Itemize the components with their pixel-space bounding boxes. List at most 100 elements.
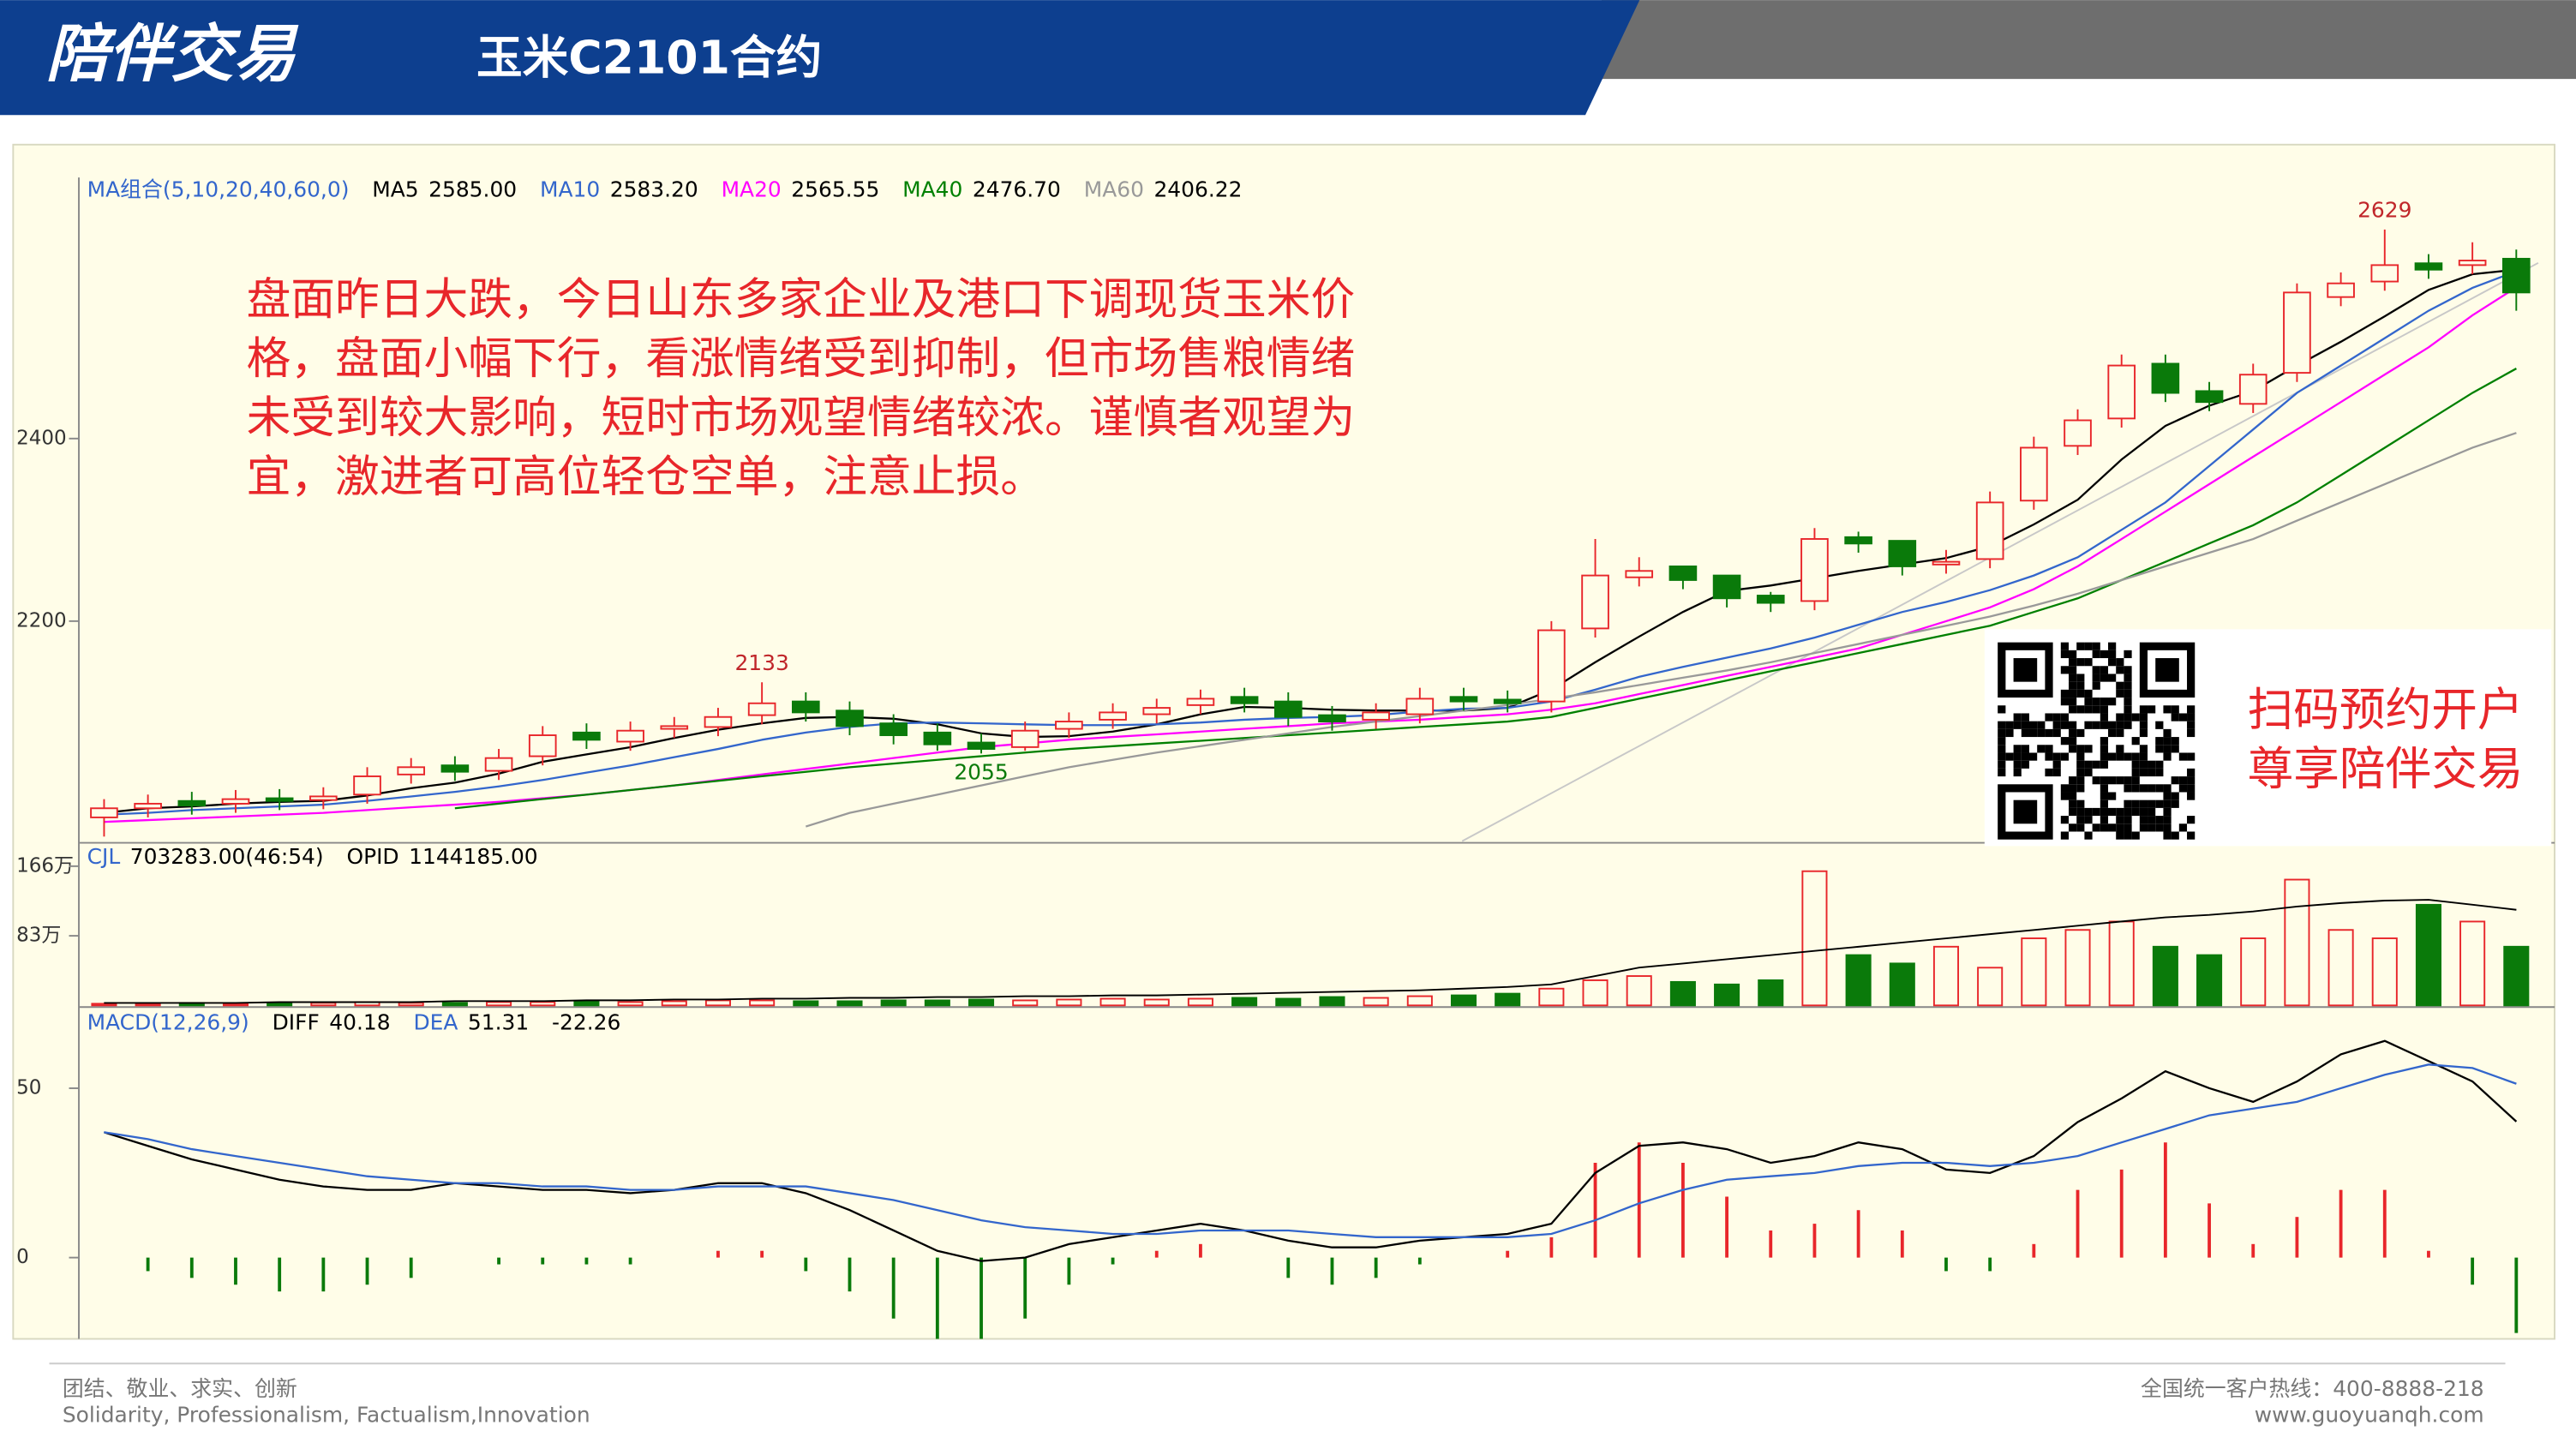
volume-bar [661, 1000, 687, 1007]
volume-bar [486, 1001, 512, 1007]
price-annotation: 2133 [734, 650, 788, 675]
volume-bar [573, 1000, 600, 1007]
qr-module [2100, 745, 2109, 753]
qr-module [2013, 721, 2022, 729]
candle-body [1668, 565, 1698, 581]
qr-module [2084, 768, 2093, 777]
commentary-line: 盘面昨日大跌，今日山东多家企业及港口下调现货玉米价 [247, 274, 1356, 326]
qr-module [2139, 760, 2148, 769]
qr-module [2092, 642, 2100, 650]
candle-body [923, 731, 952, 745]
candle-body [2064, 419, 2092, 447]
volume-bar [1363, 997, 1389, 1007]
qr-module [2171, 776, 2179, 785]
qr-module [2005, 721, 2014, 729]
header-band [0, 0, 1640, 116]
ma-line [454, 368, 2517, 810]
qr-module [2052, 760, 2061, 769]
qr-module [2116, 823, 2124, 832]
macd-line [104, 1039, 2518, 1262]
qr-module [2069, 823, 2077, 832]
legend-value: 51.31 [468, 1009, 529, 1034]
legend-value: 1144185.00 [409, 844, 538, 869]
qr-module [2037, 721, 2046, 729]
volume-bar [1582, 979, 1609, 1007]
qr-module [2187, 768, 2196, 777]
qr-module [2116, 728, 2124, 738]
candle-body [1800, 538, 1829, 602]
qr-module [2013, 768, 2022, 777]
qr-module [2116, 721, 2124, 729]
qr-module [2100, 799, 2109, 808]
qr-module [2100, 650, 2109, 659]
qr-module [2131, 784, 2140, 793]
qr-module [2060, 792, 2070, 800]
qr-module [2021, 721, 2029, 729]
qr-module [2069, 728, 2077, 738]
qr-module [2131, 737, 2140, 745]
qr-module [2060, 689, 2070, 698]
qr-module [2148, 816, 2156, 824]
qr-module [2139, 705, 2148, 714]
qr-module [2100, 737, 2109, 745]
qr-module [2163, 745, 2172, 753]
volume-bar [1758, 979, 1784, 1007]
qr-module [2028, 721, 2038, 729]
qr-module [2187, 831, 2196, 840]
qr-module [2124, 807, 2132, 817]
qr-module [2116, 776, 2124, 785]
candle-body [1449, 696, 1478, 703]
qr-module [2178, 776, 2188, 785]
footer-motto: 团结、敬业、求实、创新 [63, 1376, 297, 1401]
candle-body [1493, 698, 1522, 704]
candle-body [397, 766, 426, 775]
legend-name: DEA [413, 1009, 458, 1034]
qr-module [2013, 760, 2022, 769]
qr-module [2124, 689, 2132, 698]
qr-module [2116, 713, 2124, 722]
qr-module [2045, 713, 2053, 722]
qr-module [2084, 658, 2093, 667]
legend-name: MA20 [722, 177, 782, 201]
volume-bar [880, 999, 907, 1007]
volume-bar [1231, 997, 1258, 1007]
qr-module [2139, 745, 2148, 753]
qr-module [2052, 721, 2061, 729]
qr-module [2163, 816, 2172, 824]
qr-module [2100, 705, 2109, 714]
qr-module [2076, 752, 2085, 761]
qr-module [2163, 792, 2172, 800]
qr-module [1998, 745, 2006, 753]
candle-body [792, 700, 820, 714]
volume-bar [1275, 997, 1302, 1007]
qr-module [2187, 705, 2196, 714]
volume-bar [1889, 962, 1915, 1007]
ma-line [805, 432, 2517, 828]
qr-module [2052, 752, 2061, 761]
y-tick-label: 0 [16, 1246, 29, 1268]
qr-module [2187, 816, 2196, 824]
qr-module [2084, 642, 2093, 650]
qr-module [2037, 728, 2046, 738]
volume-bar [91, 1003, 117, 1007]
volume-bar [1143, 998, 1170, 1007]
qr-module [2069, 681, 2077, 690]
logo: 陪伴交易 [46, 18, 299, 91]
slide-title: 玉米C2101合约 [476, 31, 822, 85]
qr-module [2069, 721, 2077, 729]
qr-module [2108, 674, 2117, 682]
candle-body [1537, 629, 1566, 703]
candle-body [1273, 700, 1303, 718]
volume-bar [1056, 998, 1082, 1007]
qr-module [2171, 713, 2179, 722]
qr-code [1998, 642, 2196, 840]
candle-body [177, 799, 207, 807]
volume-bar [617, 1001, 644, 1007]
qr-module [2124, 752, 2132, 761]
qr-module [2021, 745, 2029, 753]
qr-module [2028, 752, 2038, 761]
qr-module [2060, 831, 2070, 840]
qr-module [2052, 768, 2061, 777]
volume-bar [2064, 929, 2091, 1007]
legend: MACD(12,26,9) DIFF 40.18 DEA 51.31 -22.26 [87, 1009, 621, 1034]
